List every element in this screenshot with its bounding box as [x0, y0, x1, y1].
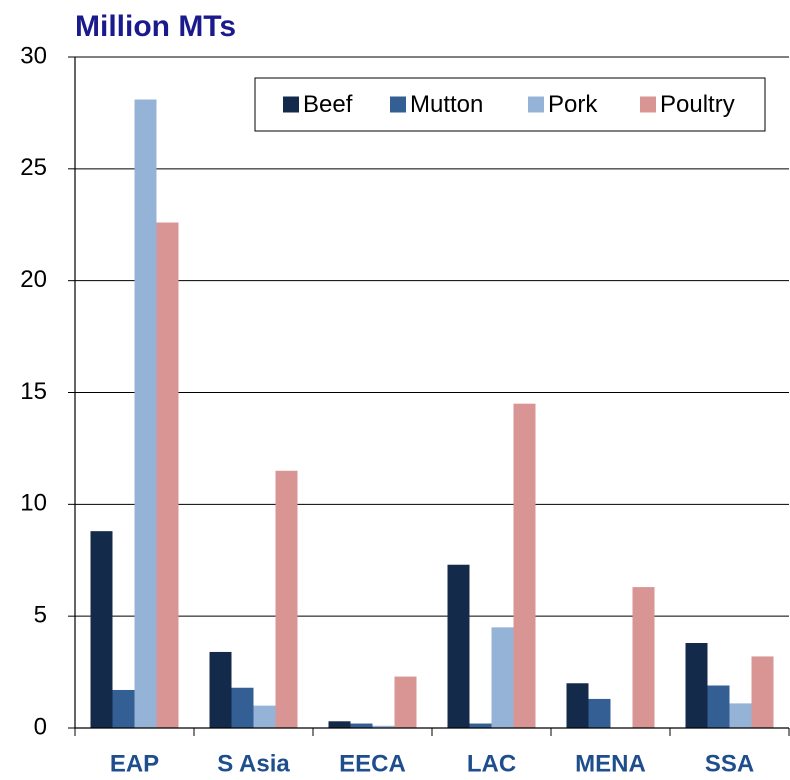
- y-tick-label: 10: [20, 490, 47, 517]
- bar: [275, 470, 298, 728]
- bar: [328, 721, 351, 728]
- x-tick-label: EECA: [339, 750, 406, 777]
- legend-box: [254, 77, 766, 132]
- bar: [707, 685, 730, 728]
- bar: [491, 627, 514, 728]
- bar: [112, 689, 135, 728]
- bar: [588, 698, 611, 728]
- bar: [90, 531, 113, 728]
- bar: [751, 656, 774, 728]
- legend-label: Pork: [548, 91, 598, 118]
- bar: [231, 687, 254, 728]
- legend-swatch: [640, 96, 656, 113]
- bar: [447, 564, 470, 728]
- x-tick-label: EAP: [110, 750, 159, 777]
- bar: [469, 723, 492, 728]
- x-tick-label: MENA: [575, 750, 646, 777]
- bar: [566, 683, 589, 728]
- legend-label: Beef: [303, 91, 353, 118]
- x-tick-label: SSA: [705, 750, 754, 777]
- y-tick-label: 30: [20, 42, 47, 69]
- legend-swatch: [390, 96, 406, 113]
- bar: [372, 725, 395, 728]
- legend-label: Mutton: [410, 91, 483, 118]
- bar: [729, 703, 752, 728]
- bar: [632, 587, 655, 728]
- chart-title: Million MTs: [75, 10, 236, 43]
- y-tick-label: 5: [34, 602, 47, 629]
- legend-label: Poultry: [660, 91, 735, 118]
- y-tick-label: 0: [34, 713, 47, 740]
- bar: [134, 99, 157, 729]
- bar: [156, 222, 179, 728]
- bar: [350, 723, 373, 728]
- x-tick-label: LAC: [467, 750, 516, 777]
- legend-swatch: [283, 96, 299, 113]
- bar: [685, 643, 708, 728]
- bar: [513, 403, 536, 728]
- bar: [209, 651, 232, 728]
- y-tick-label: 25: [20, 154, 47, 181]
- bar: [253, 705, 276, 728]
- legend-swatch: [528, 96, 544, 113]
- bar: [394, 676, 417, 728]
- x-tick-label: S Asia: [217, 750, 290, 777]
- y-tick-label: 15: [20, 378, 47, 405]
- y-tick-label: 20: [20, 266, 47, 293]
